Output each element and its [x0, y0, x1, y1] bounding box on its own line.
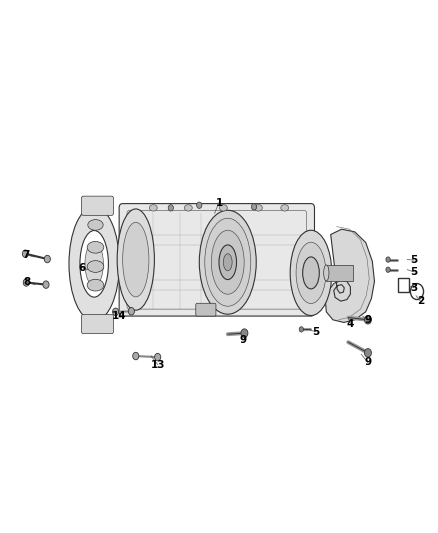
Ellipse shape [87, 261, 104, 272]
Text: 14: 14 [112, 311, 127, 320]
Circle shape [364, 349, 371, 357]
Ellipse shape [184, 205, 192, 211]
Ellipse shape [85, 242, 103, 286]
FancyBboxPatch shape [81, 196, 113, 215]
Ellipse shape [281, 205, 289, 211]
Circle shape [113, 308, 119, 316]
Circle shape [128, 308, 134, 315]
Circle shape [364, 316, 371, 324]
Text: 13: 13 [150, 360, 165, 369]
Ellipse shape [88, 220, 103, 230]
Ellipse shape [219, 245, 237, 279]
Ellipse shape [69, 206, 119, 321]
Ellipse shape [219, 205, 227, 211]
Ellipse shape [80, 230, 109, 297]
Text: 5: 5 [312, 327, 319, 336]
Ellipse shape [205, 219, 251, 306]
Text: 9: 9 [364, 358, 371, 367]
Circle shape [22, 250, 28, 257]
Text: 7: 7 [23, 250, 30, 260]
Text: 9: 9 [240, 335, 247, 345]
Circle shape [386, 267, 390, 272]
Circle shape [44, 255, 50, 263]
Text: 4: 4 [347, 319, 354, 328]
FancyBboxPatch shape [196, 303, 216, 316]
Ellipse shape [149, 205, 157, 211]
Circle shape [155, 353, 161, 361]
Ellipse shape [123, 222, 149, 297]
Text: 3: 3 [410, 283, 417, 293]
Ellipse shape [87, 279, 104, 291]
Ellipse shape [211, 230, 244, 294]
Text: 5: 5 [410, 267, 417, 277]
Circle shape [386, 257, 390, 262]
Circle shape [133, 352, 139, 360]
Ellipse shape [290, 230, 332, 316]
Text: 8: 8 [24, 278, 31, 287]
Circle shape [23, 279, 29, 286]
Circle shape [241, 329, 248, 337]
Circle shape [43, 281, 49, 288]
Ellipse shape [324, 265, 329, 281]
Circle shape [299, 327, 304, 332]
Bar [326, 265, 353, 281]
Ellipse shape [117, 209, 154, 310]
Text: 2: 2 [417, 296, 424, 306]
Polygon shape [325, 229, 374, 322]
FancyBboxPatch shape [81, 314, 113, 334]
Ellipse shape [303, 257, 319, 289]
Text: 6: 6 [79, 263, 86, 272]
Ellipse shape [87, 241, 104, 253]
Circle shape [197, 202, 202, 208]
Text: 1: 1 [215, 198, 223, 207]
Circle shape [251, 204, 257, 210]
Ellipse shape [223, 254, 232, 271]
Ellipse shape [296, 242, 326, 304]
Circle shape [168, 205, 173, 211]
Text: 5: 5 [410, 255, 417, 265]
FancyBboxPatch shape [119, 204, 314, 316]
Ellipse shape [254, 205, 262, 211]
Text: 9: 9 [364, 315, 371, 325]
Ellipse shape [199, 211, 256, 314]
